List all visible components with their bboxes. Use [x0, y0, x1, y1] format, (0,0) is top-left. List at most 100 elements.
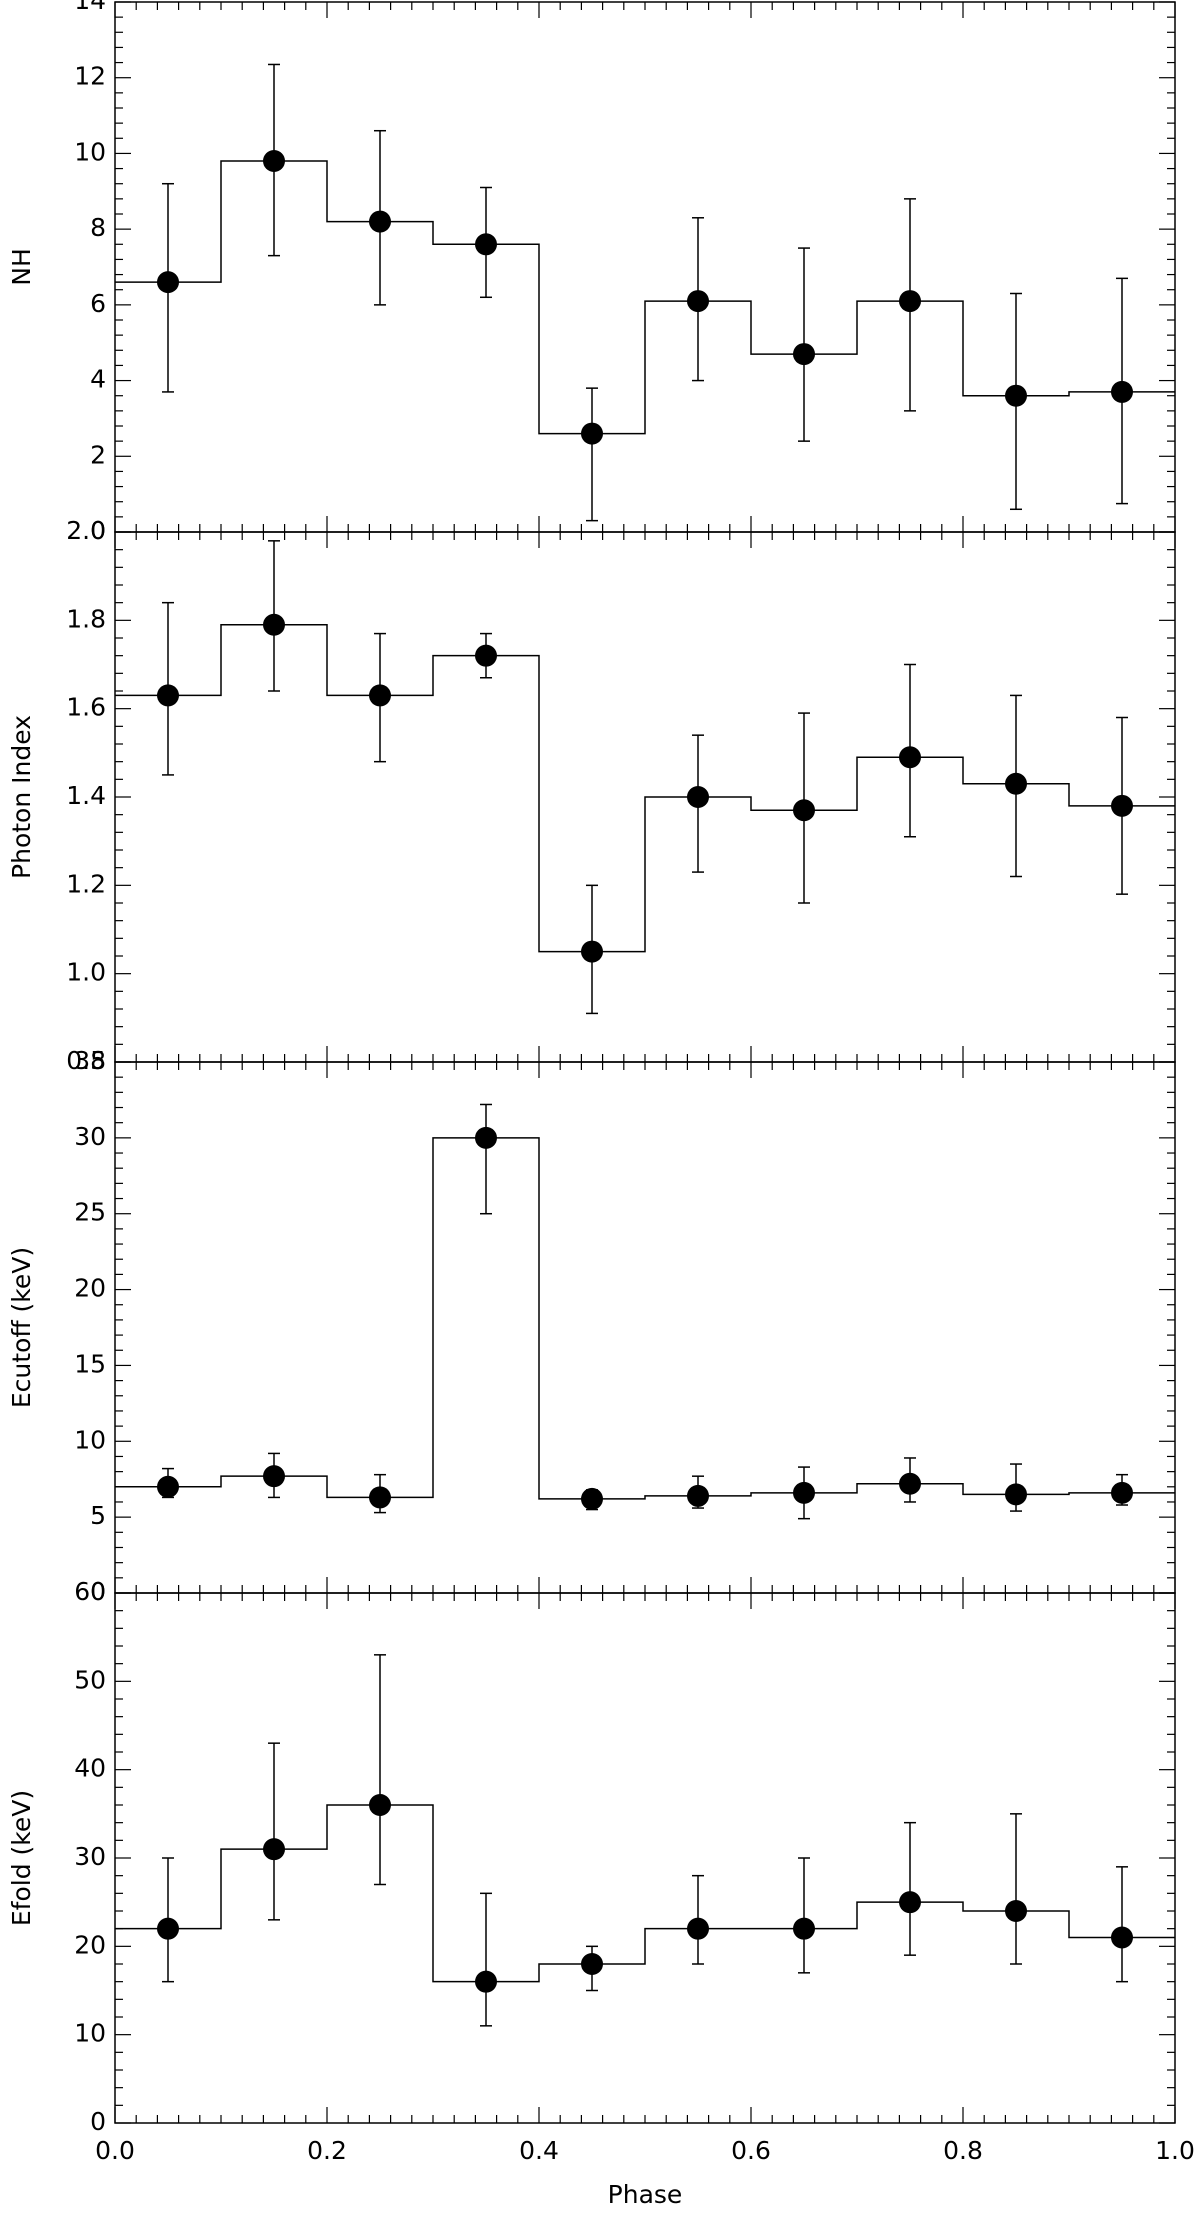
y-tick-label: 10 — [74, 1425, 106, 1454]
data-point — [157, 1917, 179, 1940]
data-point — [263, 613, 285, 636]
y-tick-label: 12 — [74, 62, 106, 91]
y-tick-label: 35 — [74, 1046, 106, 1075]
data-point — [899, 746, 921, 769]
y-tick-label: 0 — [90, 1577, 106, 1606]
data-point — [581, 940, 603, 963]
error-bar — [586, 387, 598, 522]
data-point — [475, 233, 497, 256]
y-tick-label: 1.4 — [66, 781, 106, 810]
data-point — [1111, 1481, 1133, 1504]
data-point — [793, 799, 815, 822]
data-point — [899, 1891, 921, 1914]
data-point — [687, 290, 709, 313]
panel-frame — [114, 1061, 1176, 1594]
histogram-step-line — [115, 1804, 1175, 1983]
error-bar — [1116, 1866, 1128, 1983]
data-point — [581, 1953, 603, 1975]
data-point — [475, 1126, 497, 1149]
y-tick-label: 10 — [74, 2019, 106, 2048]
y-tick-label: 8 — [90, 213, 106, 242]
y-axis-title: NH — [7, 248, 36, 286]
data-point — [263, 1838, 285, 1861]
y-tick-label: 4 — [90, 365, 106, 394]
data-point — [793, 1917, 815, 1940]
data-point — [687, 1484, 709, 1507]
y-tick-label: 25 — [74, 1198, 106, 1227]
histogram-step-line — [115, 1137, 1175, 1500]
error-bar — [1010, 1813, 1022, 1965]
error-bar — [268, 1742, 280, 1921]
x-tick-label: 0.2 — [307, 2136, 347, 2165]
data-point — [157, 271, 179, 294]
data-point — [475, 644, 497, 667]
y-tick-label: 1.2 — [66, 869, 106, 898]
data-point — [157, 1475, 179, 1498]
y-tick-label: 1.0 — [66, 958, 106, 987]
y-axis-title: Photon Index — [7, 715, 36, 879]
y-tick-label: 15 — [74, 1349, 106, 1378]
y-tick-label: 6 — [90, 289, 106, 318]
data-point — [1005, 772, 1027, 795]
data-point — [1111, 794, 1133, 817]
data-point — [369, 1794, 391, 1816]
error-bar — [798, 1857, 810, 1974]
y-tick-label: 14 — [74, 0, 106, 15]
panel-photon-index: 0.8 1.0 1.2 1.4 1.6 1.8 2.0 Photon Index — [7, 516, 1176, 1075]
data-point — [1005, 1483, 1027, 1506]
data-point — [899, 1472, 921, 1495]
x-axis-tick-labels: 0.0 0.2 0.4 0.6 0.8 1.0 — [95, 2136, 1195, 2165]
y-tick-label: 2 — [90, 440, 106, 469]
data-point — [581, 1487, 603, 1510]
panel-nh: 0 2 4 6 8 10 12 14 NH — [7, 0, 1176, 545]
x-tick-label: 0.4 — [519, 2136, 559, 2165]
y-tick-label: 20 — [74, 1930, 106, 1959]
y-tick-label: 60 — [74, 1577, 106, 1606]
panel-efold: 0 10 20 30 40 50 60 Efold (keV) — [7, 1577, 1176, 2136]
y-tick-label: 10 — [74, 137, 106, 166]
error-bar — [480, 1892, 492, 2027]
y-tick-label: 30 — [74, 1122, 106, 1151]
data-point — [157, 684, 179, 707]
x-tick-label: 1.0 — [1155, 2136, 1195, 2165]
panel-ecutoff: 0 5 10 15 20 25 30 35 Ecutoff (keV) — [7, 1046, 1176, 1606]
data-point — [263, 1465, 285, 1488]
y-tick-label: 20 — [74, 1274, 106, 1303]
data-point — [369, 684, 391, 707]
y-tick-label: 50 — [74, 1665, 106, 1694]
y-tick-label: 2.0 — [66, 516, 106, 545]
data-point — [793, 1481, 815, 1504]
error-bar — [480, 1103, 492, 1215]
y-tick-label: 0 — [90, 2107, 106, 2136]
x-tick-label: 0.6 — [731, 2136, 771, 2165]
x-axis-title: Phase — [608, 2180, 683, 2209]
data-point — [1111, 380, 1133, 403]
data-point — [687, 786, 709, 808]
panels-group: 0 2 4 6 8 10 12 14 NH 0.8 1.0 1.2 1.4 1.6 1.8 2.0 Photon… — [7, 0, 1176, 2136]
data-point — [581, 422, 603, 445]
y-tick-label: 0 — [90, 516, 106, 545]
data-point — [263, 150, 285, 172]
data-point — [1111, 1926, 1133, 1949]
data-point — [369, 210, 391, 233]
data-point — [369, 1486, 391, 1509]
data-point — [475, 1970, 497, 1993]
histogram-step-line — [115, 624, 1175, 953]
data-point — [687, 1917, 709, 1940]
histogram-step-line — [115, 160, 1175, 435]
y-tick-label: 0.8 — [66, 1046, 106, 1075]
data-point — [1005, 384, 1027, 407]
data-point — [1005, 1900, 1027, 1922]
y-axis-title: Efold (keV) — [7, 1790, 36, 1926]
y-tick-label: 1.6 — [66, 693, 106, 722]
y-tick-label: 40 — [74, 1754, 106, 1783]
y-axis-title: Ecutoff (keV) — [7, 1247, 36, 1408]
x-tick-label: 0.8 — [943, 2136, 983, 2165]
x-tick-label: 0.0 — [95, 2136, 135, 2165]
error-bar — [374, 1654, 386, 1886]
y-tick-label: 30 — [74, 1842, 106, 1871]
y-tick-label: 1.8 — [66, 604, 106, 633]
data-point — [793, 343, 815, 366]
data-point — [899, 290, 921, 313]
